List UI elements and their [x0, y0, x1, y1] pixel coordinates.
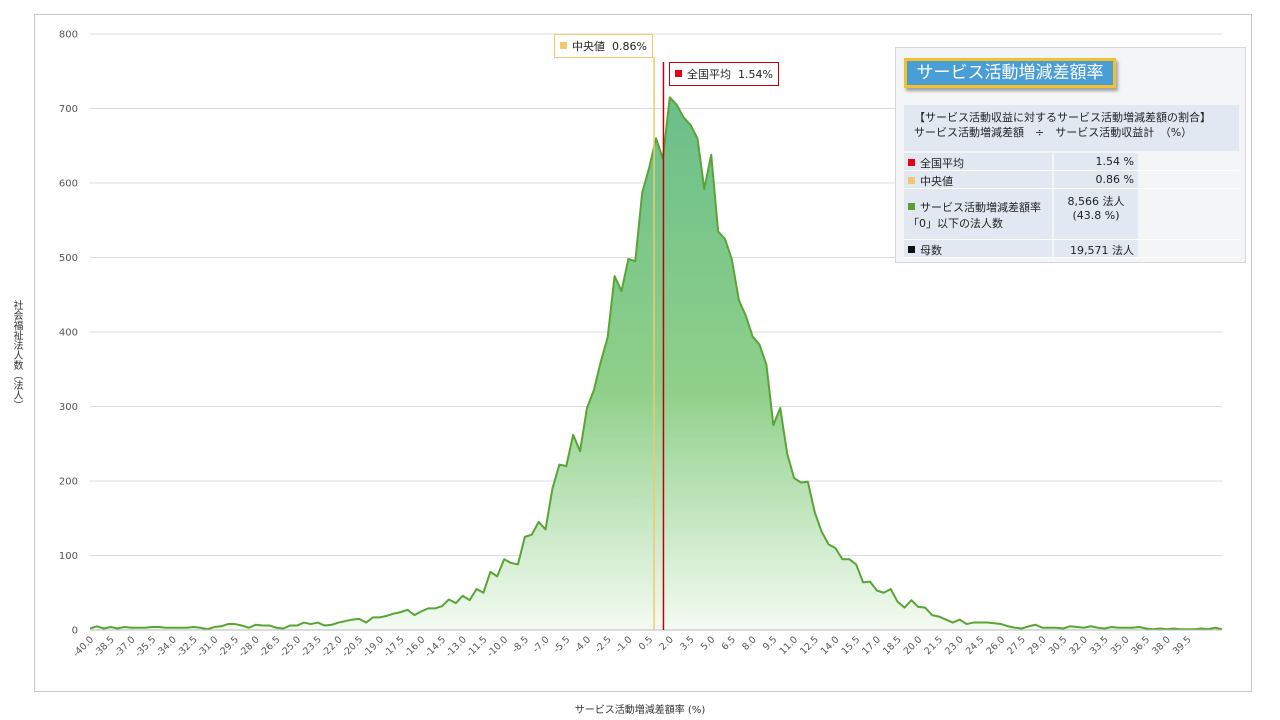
- x-tick-label: 3.5: [678, 634, 696, 652]
- y-axis-title: 社会福祉法人数（法人）: [11, 300, 22, 410]
- y-tick-label: 0: [72, 626, 78, 637]
- x-tick-label: -31.0: [195, 634, 220, 659]
- x-tick-label: 6.5: [720, 634, 738, 652]
- stat-value: 8,566 法人 (43.8 %): [1054, 189, 1138, 239]
- stat-row-mean: 全国平均 1.54 %: [904, 153, 1239, 171]
- x-tick-label: 33.5: [1088, 634, 1111, 657]
- mean-swatch: [908, 159, 915, 166]
- y-tick-label: 500: [59, 253, 78, 264]
- y-tick-label: 300: [59, 402, 78, 413]
- x-tick-label: 38.0: [1150, 634, 1173, 657]
- x-tick-label: 0.5: [637, 634, 655, 652]
- mean-label-text: 全国平均: [687, 68, 731, 81]
- info-panel-title: サービス活動増減差額率: [904, 58, 1116, 88]
- x-axis-title: サービス活動増減差額率 (%): [574, 705, 706, 716]
- x-tick-label: -20.5: [340, 634, 365, 659]
- x-tick-label: 36.5: [1129, 634, 1152, 657]
- x-tick-label: -23.5: [299, 634, 324, 659]
- x-tick-label: 20.0: [902, 634, 925, 657]
- x-tick-label: -14.5: [423, 634, 448, 659]
- x-tick-label: -4.0: [572, 634, 593, 655]
- x-tick-label: -25.0: [278, 634, 303, 659]
- histogram-area: [90, 97, 1222, 630]
- info-panel-table: 全国平均 1.54 % 中央値 0.86 % サービス活動増減差額率「0」以下の…: [904, 153, 1239, 258]
- y-tick-label: 200: [59, 477, 78, 488]
- x-tick-label: 39.5: [1171, 634, 1194, 657]
- stat-value: 0.86 %: [1054, 171, 1138, 188]
- median-label-text: 中央値: [572, 40, 605, 53]
- stat-key: 母数: [920, 244, 942, 257]
- x-tick-label: -16.0: [402, 634, 427, 659]
- x-tick-label: -38.5: [92, 634, 117, 659]
- x-tick-label: -32.5: [174, 634, 199, 659]
- x-tick-label: 24.5: [964, 634, 987, 657]
- x-tick-label: 32.0: [1067, 634, 1090, 657]
- x-tick-label: -8.5: [510, 634, 531, 655]
- x-tick-label: -22.0: [319, 634, 344, 659]
- x-tick-label: -26.5: [257, 634, 282, 659]
- x-tick-label: -19.0: [361, 634, 386, 659]
- x-tick-label: 9.5: [761, 634, 779, 652]
- x-tick-label: 23.0: [943, 634, 966, 657]
- stat-row-median: 中央値 0.86 %: [904, 171, 1239, 189]
- x-tick-label: -29.5: [216, 634, 241, 659]
- x-tick-label: -17.5: [382, 634, 407, 659]
- x-tick-label: 27.5: [1005, 634, 1028, 657]
- x-tick-label: -28.0: [237, 634, 262, 659]
- x-tick-label: 29.0: [1026, 634, 1049, 657]
- histogram-line: [89, 96, 1223, 631]
- x-tick-label: 26.0: [985, 634, 1008, 657]
- stat-value: 19,571 法人: [1054, 240, 1138, 257]
- stat-value: 1.54 %: [1054, 153, 1138, 170]
- x-tick-label: -2.5: [593, 634, 614, 655]
- total-swatch: [908, 246, 915, 253]
- x-tick-label: 5.0: [699, 634, 717, 652]
- x-tick-label: -35.5: [133, 634, 158, 659]
- chart-frame: [34, 14, 1252, 692]
- mean-value-text: 1.54%: [738, 68, 773, 81]
- formula-line-2: サービス活動増減差額 ÷ サービス活動収益計 （%）: [914, 126, 1193, 139]
- x-tick-label: 14.0: [819, 634, 842, 657]
- stat-key: サービス活動増減差額率「0」以下の法人数: [908, 201, 1041, 230]
- x-tick-label: -34.0: [154, 634, 179, 659]
- x-tick-label: -37.0: [112, 634, 137, 659]
- stat-key: 全国平均: [920, 157, 964, 170]
- y-tick-label: 600: [59, 179, 78, 190]
- formula-line-1: 【サービス活動収益に対するサービス活動増減差額の割合】: [914, 111, 1211, 124]
- stat-key: 中央値: [920, 175, 953, 188]
- x-tick-label: -7.0: [531, 634, 552, 655]
- x-tick-label: 8.0: [740, 634, 758, 652]
- y-tick-label: 800: [59, 30, 78, 41]
- x-tick-label: 35.0: [1109, 634, 1132, 657]
- median-marker-label: 中央値 0.86%: [554, 34, 653, 58]
- x-tick-label: 15.5: [840, 634, 863, 657]
- x-tick-label: -1.0: [614, 634, 635, 655]
- y-tick-label: 100: [59, 551, 78, 562]
- x-tick-label: -11.5: [464, 634, 489, 659]
- x-tick-label: -40.0: [71, 634, 96, 659]
- median-swatch: [908, 177, 915, 184]
- y-tick-label: 700: [59, 104, 78, 115]
- x-tick-label: 11.0: [777, 634, 800, 657]
- x-tick-label: -5.5: [551, 634, 572, 655]
- x-tick-label: 2.0: [657, 634, 675, 652]
- stat-row-nonpositive: サービス活動増減差額率「0」以下の法人数 8,566 法人 (43.8 %): [904, 189, 1239, 240]
- stat-row-total: 母数 19,571 法人: [904, 240, 1239, 258]
- y-tick-label: 400: [59, 328, 78, 339]
- x-tick-label: 17.0: [860, 634, 883, 657]
- x-tick-label: -13.0: [444, 634, 469, 659]
- median-legend-swatch: [560, 42, 567, 49]
- x-tick-label: -10.0: [485, 634, 510, 659]
- median-value-text: 0.86%: [612, 40, 647, 53]
- info-panel: サービス活動増減差額率 【サービス活動収益に対するサービス活動増減差額の割合】 …: [895, 47, 1246, 263]
- mean-legend-swatch: [675, 70, 682, 77]
- nonpositive-swatch: [908, 203, 915, 210]
- x-tick-label: 18.5: [881, 634, 904, 657]
- mean-marker-label: 全国平均 1.54%: [669, 62, 779, 86]
- x-tick-label: 30.5: [1047, 634, 1070, 657]
- x-tick-label: 21.5: [922, 634, 945, 657]
- info-panel-formula: 【サービス活動収益に対するサービス活動増減差額の割合】 サービス活動増減差額 ÷…: [904, 105, 1239, 151]
- x-tick-label: 12.5: [798, 634, 821, 657]
